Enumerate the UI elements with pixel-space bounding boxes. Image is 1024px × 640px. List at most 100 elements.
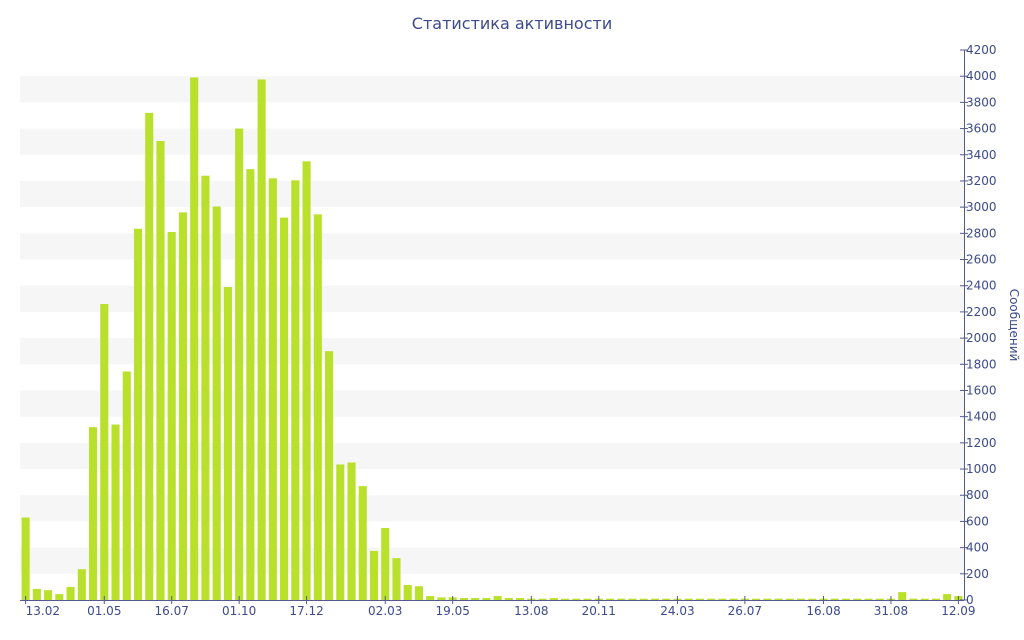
bar — [403, 584, 412, 600]
chart-title: Статистика активности — [411, 14, 613, 33]
y-tick-label: 2200 — [966, 305, 997, 319]
bar — [830, 598, 839, 600]
bar — [707, 598, 716, 600]
bar — [774, 598, 783, 600]
y-tick-label: 3000 — [966, 200, 997, 214]
x-tick-label: 13.02 — [26, 604, 60, 618]
bar — [246, 169, 255, 600]
y-tick-label: 800 — [966, 488, 989, 502]
y-tick-label: 1200 — [966, 436, 997, 450]
x-tick-label: 31.08 — [874, 604, 908, 618]
bar — [841, 598, 851, 600]
bar — [471, 598, 480, 600]
bar — [111, 424, 120, 600]
y-tick-label: 1600 — [966, 383, 997, 397]
bar — [223, 287, 232, 600]
bar — [212, 206, 221, 600]
bar — [864, 598, 873, 600]
x-tick-label: 26.07 — [728, 604, 762, 618]
grid-band — [20, 285, 964, 312]
y-tick-label: 3400 — [966, 148, 997, 162]
x-tick-label: 12.09 — [941, 604, 975, 618]
bar — [898, 592, 907, 600]
x-tick-label: 02.03 — [368, 604, 402, 618]
x-tick-label: 24.03 — [660, 604, 694, 618]
grid-bands — [20, 76, 964, 574]
bars — [21, 77, 963, 601]
bar — [516, 598, 525, 600]
bar — [718, 598, 727, 600]
y-tick-labels: 0 200 400 600 800 1000 1200 1400 1600 1800 2000 220… — [966, 43, 997, 607]
bar — [122, 371, 131, 600]
y-tick-label: 3200 — [966, 174, 997, 188]
bar — [617, 598, 626, 600]
x-tick-label: 01.10 — [222, 604, 256, 618]
y-tick-label: 200 — [966, 567, 989, 581]
bar — [55, 594, 64, 600]
x-tick-label: 16.07 — [155, 604, 189, 618]
bar — [77, 569, 86, 600]
x-tick-label: 13.08 — [514, 604, 548, 618]
y-tick-label: 2000 — [966, 331, 997, 345]
bar — [336, 464, 345, 600]
bar — [538, 598, 547, 600]
bar — [572, 598, 581, 600]
y-tick-label: 1400 — [966, 410, 997, 424]
x-tick-label: 19.05 — [435, 604, 469, 618]
grid-band — [20, 390, 964, 417]
bar — [437, 597, 446, 600]
bar — [797, 598, 806, 600]
y-tick-label: 2600 — [966, 253, 997, 267]
bar — [280, 217, 289, 600]
bar — [763, 598, 772, 600]
bar — [66, 586, 75, 600]
bar — [785, 598, 794, 600]
grid-band — [20, 495, 964, 522]
grid-band — [20, 233, 964, 260]
bar — [920, 598, 929, 600]
y-tick-label: 0 — [966, 593, 974, 607]
bar — [178, 212, 187, 600]
x-tick-labels: 13.02 01.05 16.07 01.10 17.12 02.03 19.05 13.08… — [26, 604, 976, 618]
bar — [808, 598, 817, 600]
bar — [100, 304, 109, 600]
bar — [257, 79, 266, 600]
y-tick-label: 2800 — [966, 226, 997, 240]
y-tick-label: 3800 — [966, 95, 997, 109]
grid-band — [20, 76, 964, 103]
bar — [21, 517, 30, 600]
bar — [358, 486, 367, 600]
grid-band — [20, 128, 964, 155]
bar — [493, 596, 502, 600]
y-tick-label: 1800 — [966, 357, 997, 371]
y-tick-label: 600 — [966, 514, 989, 528]
bar — [853, 598, 862, 600]
bar — [145, 112, 154, 600]
bar — [931, 598, 940, 600]
bar — [291, 180, 300, 601]
bar — [628, 598, 637, 600]
x-tick-label: 20.11 — [582, 604, 616, 618]
y-tick-label: 400 — [966, 541, 989, 555]
axes — [20, 49, 968, 604]
bar — [32, 588, 41, 600]
y-tick-label: 1000 — [966, 462, 997, 476]
bar — [268, 178, 277, 601]
bar — [325, 351, 334, 600]
bar — [729, 598, 738, 600]
bar — [201, 175, 210, 600]
bar — [381, 527, 390, 600]
grid-band — [20, 442, 964, 470]
bar — [482, 598, 491, 600]
bar — [504, 598, 513, 600]
bar — [44, 590, 53, 600]
bar — [561, 598, 570, 600]
y-axis-title: Сообщений — [1007, 289, 1021, 362]
bar — [662, 598, 671, 600]
bar — [684, 598, 693, 600]
x-tick-label: 17.12 — [289, 604, 323, 618]
bar — [459, 598, 468, 600]
bar — [695, 598, 704, 600]
bar — [583, 598, 592, 600]
